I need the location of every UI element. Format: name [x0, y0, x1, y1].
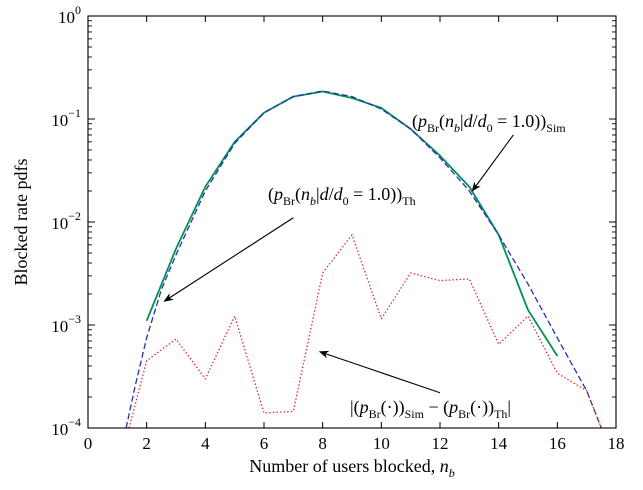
- y-tick-label: 10−4: [51, 415, 81, 439]
- x-tick-label: 0: [84, 434, 93, 453]
- series-line-sim: [145, 90, 559, 357]
- x-tick-label: 4: [201, 434, 210, 453]
- x-tick-label: 14: [490, 434, 508, 453]
- y-tick-label: 10−1: [51, 106, 81, 130]
- annotation-label-th: (pBr(nb|d/d0 = 1.0))Th: [268, 184, 416, 208]
- annotation-label-sim: (pBr(nb|d/d0 = 1.0))Sim: [412, 111, 566, 135]
- series-line-th: [125, 90, 602, 428]
- y-tick-label: 10−2: [51, 209, 81, 233]
- labels-layer: 0 2 4 6 8 10 12 14 16 18 10−4 10−3 10−2 10−1 100 Number…: [11, 3, 625, 480]
- y-tick-label: 10−3: [51, 312, 81, 336]
- y-tick-label: 100: [58, 3, 81, 27]
- x-tick-label: 2: [142, 434, 151, 453]
- x-tick-label: 8: [318, 434, 327, 453]
- x-axis-title: Number of users blocked, nb: [249, 456, 454, 480]
- plot-frame: [87, 15, 617, 429]
- annotation-arrow-sim: [471, 134, 514, 192]
- x-tick-label: 18: [608, 434, 625, 453]
- annotation-label-diff: |(pBr(·))Sim − (pBr(·))Th|: [350, 397, 511, 421]
- annotations-layer: [163, 134, 514, 394]
- x-tick-label: 16: [549, 434, 566, 453]
- annotation-arrow-th: [163, 217, 294, 302]
- y-axis-title: Blocked rate pdfs: [11, 159, 31, 286]
- annotation-arrow-diff: [318, 350, 441, 394]
- x-tick-label: 6: [260, 434, 269, 453]
- axes-layer: [87, 15, 617, 429]
- x-tick-label: 10: [373, 434, 390, 453]
- x-tick-label: 12: [432, 434, 449, 453]
- series-layer: [125, 90, 602, 428]
